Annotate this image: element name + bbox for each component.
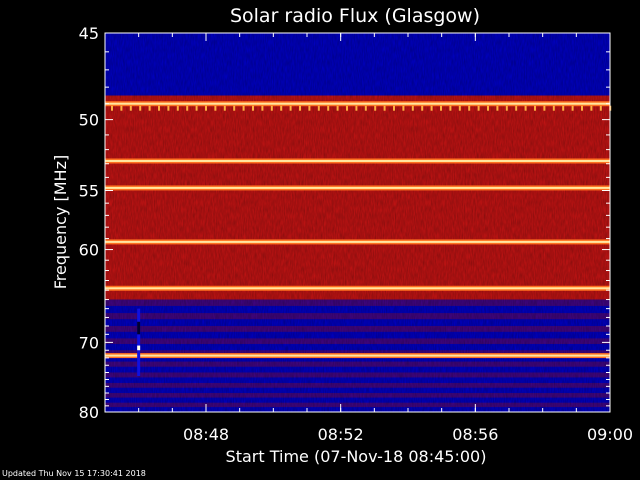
- spike-marker: [186, 105, 189, 111]
- emission-line: [105, 287, 610, 290]
- emission-line: [105, 186, 610, 189]
- y-tick-label: 60: [79, 241, 99, 260]
- y-tick-label: 50: [79, 111, 99, 130]
- emission-line: [105, 240, 610, 243]
- spike-marker: [308, 105, 311, 111]
- y-tick-label: 80: [79, 403, 99, 422]
- spike-marker: [195, 105, 198, 111]
- emission-line: [105, 102, 610, 105]
- spike-marker: [346, 105, 348, 111]
- burst-column-dark: [137, 321, 141, 335]
- x-tick-label: 09:00: [587, 425, 633, 444]
- spike-marker: [129, 105, 132, 111]
- burst-column: [137, 308, 141, 377]
- spike-marker: [468, 105, 471, 111]
- spike-marker: [515, 105, 518, 111]
- spike-marker: [571, 105, 574, 111]
- noise-texture: [105, 33, 610, 412]
- spike-marker: [364, 105, 367, 111]
- spike-marker: [421, 105, 424, 111]
- spike-marker: [430, 105, 433, 111]
- spike-marker: [148, 105, 151, 111]
- x-tick-label: 08:48: [183, 425, 229, 444]
- spike-marker: [581, 105, 583, 111]
- spike-marker: [458, 105, 461, 111]
- spike-marker: [280, 105, 283, 111]
- spike-marker: [599, 105, 602, 111]
- y-tick-label: 45: [79, 24, 99, 43]
- spike-marker: [552, 105, 555, 111]
- spike-marker: [590, 105, 593, 111]
- x-tick-label: 08:56: [452, 425, 498, 444]
- spike-marker: [205, 105, 207, 111]
- spike-marker: [242, 105, 245, 111]
- spike-marker: [477, 105, 480, 111]
- spike-markers: [111, 105, 612, 377]
- axes: 45 50 55 60 70 80 08:48 08:52 08:56 09:00: [79, 24, 633, 444]
- spike-marker: [355, 105, 358, 111]
- spike-marker: [327, 105, 330, 111]
- spike-marker: [524, 105, 527, 111]
- updated-timestamp: Updated Thu Nov 15 17:30:41 2018: [2, 469, 146, 478]
- spike-marker: [299, 105, 301, 111]
- spike-marker: [214, 105, 217, 111]
- burst-column-peak: [137, 345, 141, 351]
- spike-marker: [505, 105, 508, 111]
- spike-marker: [176, 105, 179, 111]
- spike-marker: [383, 105, 386, 111]
- spike-marker: [562, 105, 565, 111]
- spike-marker: [223, 105, 226, 111]
- spike-marker: [317, 105, 320, 111]
- spike-marker: [158, 105, 160, 111]
- spike-marker: [402, 105, 405, 111]
- spike-marker: [111, 105, 113, 111]
- spike-marker: [496, 105, 499, 111]
- emission-line: [105, 159, 610, 162]
- x-tick-label: 08:52: [318, 425, 364, 444]
- spike-marker: [261, 105, 264, 111]
- y-axis-label: Frequency [MHz]: [51, 155, 70, 289]
- emission-lines: [105, 101, 610, 359]
- y-tick-label: 55: [79, 182, 99, 201]
- emission-line: [105, 354, 610, 357]
- spike-marker: [487, 105, 489, 111]
- spike-marker: [449, 105, 452, 111]
- spike-marker: [289, 105, 292, 111]
- spike-marker: [534, 105, 536, 111]
- x-axis-label: Start Time (07-Nov-18 08:45:00): [226, 447, 487, 466]
- spike-marker: [393, 105, 395, 111]
- plot-frame: [104, 32, 611, 413]
- spike-marker: [543, 105, 546, 111]
- spike-marker: [233, 105, 236, 111]
- spike-marker: [120, 105, 123, 111]
- y-tick-label: 70: [79, 333, 99, 352]
- spike-marker: [336, 105, 339, 111]
- spike-marker: [167, 105, 170, 111]
- spike-marker: [252, 105, 254, 111]
- spike-marker: [374, 105, 377, 111]
- spike-marker: [411, 105, 414, 111]
- spike-marker: [270, 105, 273, 111]
- spike-marker: [139, 105, 142, 111]
- spike-marker: [440, 105, 442, 111]
- chart-title: Solar radio Flux (Glasgow): [230, 5, 480, 27]
